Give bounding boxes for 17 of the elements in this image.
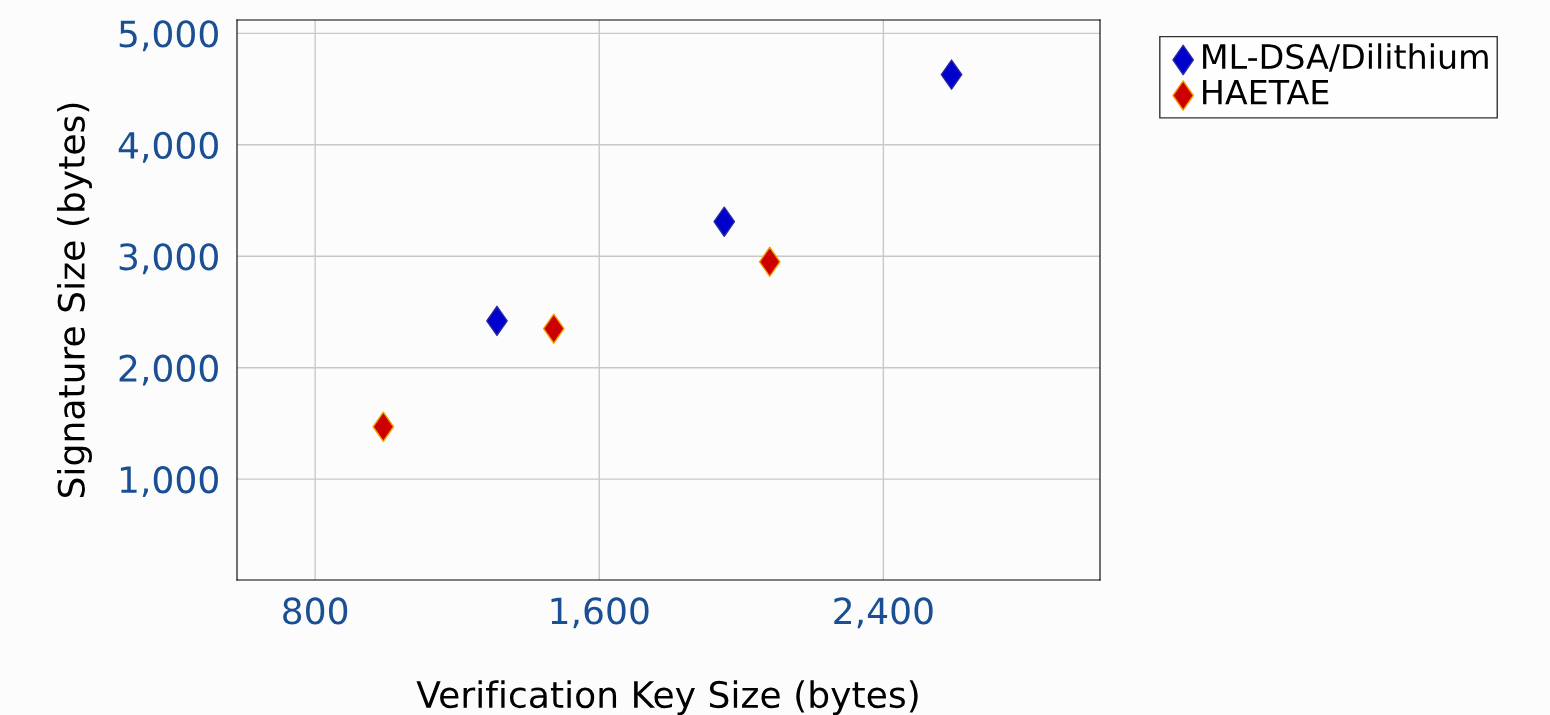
x-tick-label: 1,600 bbox=[551, 597, 649, 629]
y-axis-title: Signature Size (bytes) bbox=[57, 103, 92, 498]
point bbox=[542, 313, 565, 344]
point bbox=[372, 411, 395, 443]
point bbox=[713, 206, 736, 237]
x-axis-title: Verification Key Size (bytes) bbox=[416, 680, 918, 715]
legend-label: HAETAE bbox=[1203, 79, 1329, 105]
legend-label: ML-DSA/Dilithium bbox=[1203, 43, 1488, 72]
point bbox=[940, 59, 963, 90]
x-tick-label: 2,400 bbox=[834, 597, 933, 629]
x-tick-label: 800 bbox=[283, 597, 348, 625]
y-tick-label: 5,000 bbox=[119, 20, 218, 52]
point bbox=[758, 246, 781, 278]
y-tick-label: 1,000 bbox=[120, 466, 218, 498]
y-tick-label: 4,000 bbox=[118, 131, 218, 163]
y-tick-label: 2,000 bbox=[119, 354, 218, 386]
y-tick-label: 3,000 bbox=[119, 243, 218, 275]
